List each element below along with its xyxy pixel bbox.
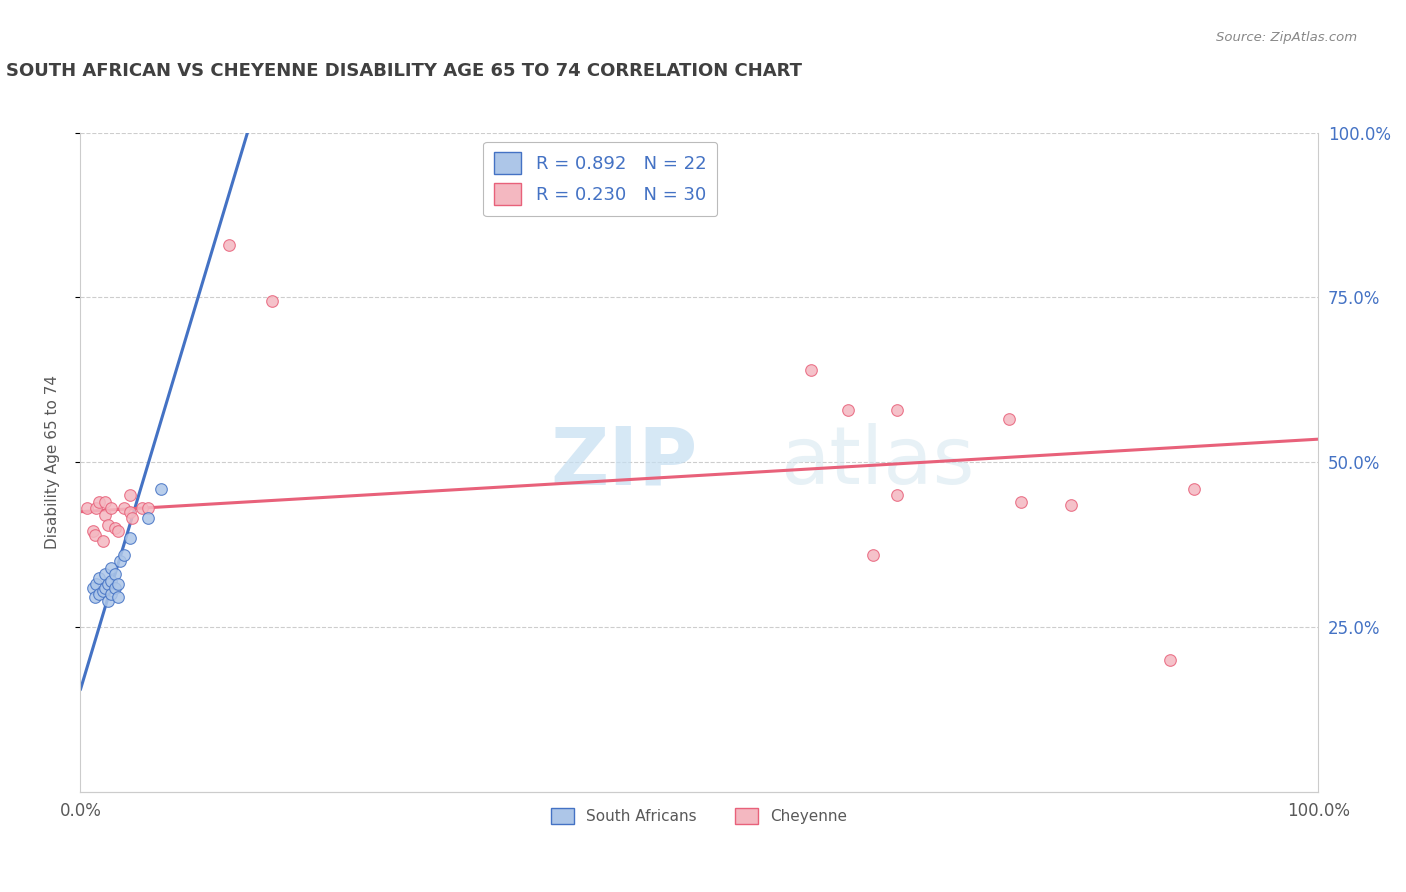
Point bbox=[100, 501, 122, 516]
Point bbox=[118, 488, 141, 502]
Point bbox=[100, 587, 122, 601]
Point bbox=[82, 524, 104, 539]
Point bbox=[82, 581, 104, 595]
Point bbox=[262, 293, 284, 308]
Point bbox=[104, 521, 127, 535]
Point bbox=[138, 501, 160, 516]
Point bbox=[104, 581, 127, 595]
Point bbox=[87, 587, 110, 601]
Point bbox=[76, 501, 98, 516]
Point bbox=[107, 524, 129, 539]
Point bbox=[149, 482, 172, 496]
Point bbox=[107, 577, 129, 591]
Point bbox=[138, 511, 160, 525]
Point bbox=[84, 591, 107, 605]
Legend: South Africans, Cheyenne: South Africans, Cheyenne bbox=[546, 802, 853, 830]
Point bbox=[862, 548, 884, 562]
Point bbox=[837, 402, 859, 417]
Y-axis label: Disability Age 65 to 74: Disability Age 65 to 74 bbox=[45, 376, 59, 549]
Point bbox=[1184, 482, 1206, 496]
Text: ZIP: ZIP bbox=[551, 423, 697, 501]
Point bbox=[94, 495, 117, 509]
Point bbox=[97, 517, 120, 532]
Point bbox=[91, 583, 114, 598]
Text: Source: ZipAtlas.com: Source: ZipAtlas.com bbox=[1216, 31, 1357, 45]
Point bbox=[1060, 498, 1083, 512]
Point bbox=[91, 534, 114, 549]
Point bbox=[94, 508, 117, 522]
Point bbox=[97, 577, 120, 591]
Point bbox=[86, 577, 108, 591]
Point bbox=[87, 495, 110, 509]
Point bbox=[84, 528, 107, 542]
Text: SOUTH AFRICAN VS CHEYENNE DISABILITY AGE 65 TO 74 CORRELATION CHART: SOUTH AFRICAN VS CHEYENNE DISABILITY AGE… bbox=[6, 62, 801, 79]
Point bbox=[121, 511, 143, 525]
Text: atlas: atlas bbox=[780, 423, 974, 501]
Point bbox=[112, 501, 135, 516]
Point bbox=[1010, 495, 1032, 509]
Point bbox=[94, 567, 117, 582]
Point bbox=[112, 548, 135, 562]
Point bbox=[97, 593, 120, 607]
Point bbox=[1159, 653, 1181, 667]
Point bbox=[118, 531, 141, 545]
Point bbox=[108, 554, 131, 568]
Point bbox=[104, 567, 127, 582]
Point bbox=[94, 581, 117, 595]
Point bbox=[131, 501, 153, 516]
Point bbox=[87, 571, 110, 585]
Point bbox=[997, 412, 1019, 426]
Point bbox=[886, 402, 908, 417]
Point bbox=[100, 574, 122, 588]
Point bbox=[218, 237, 240, 252]
Point bbox=[86, 501, 108, 516]
Point bbox=[107, 591, 129, 605]
Point bbox=[800, 363, 823, 377]
Point bbox=[886, 488, 908, 502]
Point bbox=[100, 561, 122, 575]
Point bbox=[118, 505, 141, 519]
